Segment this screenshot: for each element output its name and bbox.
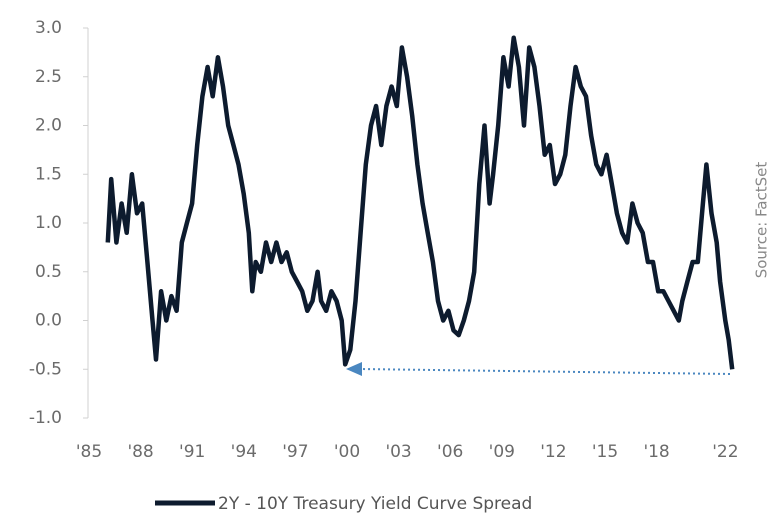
arrow-head bbox=[346, 362, 362, 376]
y-tick-label: 1.5 bbox=[35, 164, 62, 184]
x-tick-label: '00 bbox=[334, 442, 360, 462]
x-tick-label: '03 bbox=[385, 442, 411, 462]
x-tick-label: '12 bbox=[540, 442, 566, 462]
x-tick-label: '94 bbox=[231, 442, 257, 462]
annotation-arrow bbox=[359, 368, 731, 375]
y-tick-label: 0.0 bbox=[35, 311, 62, 331]
y-tick-label: 2.5 bbox=[35, 67, 62, 87]
x-tick-label: '06 bbox=[437, 442, 463, 462]
y-tick-label: 1.0 bbox=[35, 213, 62, 233]
x-tick-label: '22 bbox=[712, 442, 738, 462]
y-tick-label: 2.0 bbox=[35, 116, 62, 136]
x-tick-label: '15 bbox=[592, 442, 618, 462]
x-tick-label: '91 bbox=[179, 442, 205, 462]
x-tick-label: '09 bbox=[489, 442, 515, 462]
x-tick-label: '18 bbox=[643, 442, 669, 462]
y-tick-label: -0.5 bbox=[29, 359, 62, 379]
x-tick-label: '97 bbox=[282, 442, 308, 462]
legend-label: 2Y - 10Y Treasury Yield Curve Spread bbox=[218, 494, 532, 514]
x-tick-label: '88 bbox=[127, 442, 153, 462]
x-tick-label: '85 bbox=[76, 442, 102, 462]
y-tick-label: 0.5 bbox=[35, 262, 62, 282]
source-note: Source: FactSet bbox=[753, 162, 771, 279]
y-tick-label: 3.0 bbox=[35, 18, 62, 38]
y-tick-label: -1.0 bbox=[29, 408, 62, 428]
data-line bbox=[105, 35, 735, 370]
